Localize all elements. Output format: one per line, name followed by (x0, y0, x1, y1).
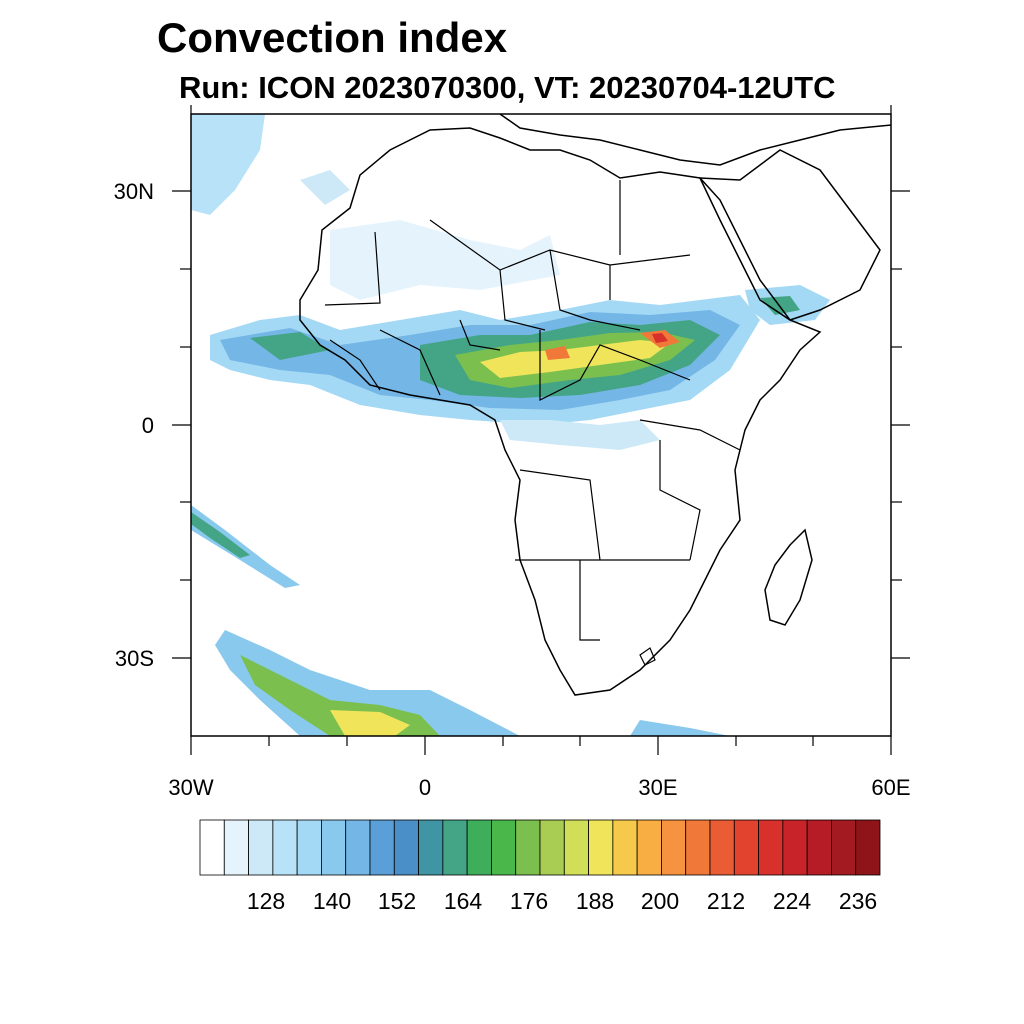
convection-area (330, 710, 410, 736)
colorbar-swatch (831, 819, 857, 876)
colorbar-swatch (709, 819, 735, 876)
colorbar-swatch (491, 819, 517, 876)
colorbar-swatch (369, 819, 395, 876)
colorbar-swatch (466, 819, 492, 876)
colorbar-swatch (345, 819, 371, 876)
chart-title: Convection index (157, 14, 508, 61)
convection-area (545, 330, 680, 360)
colorbar-label: 176 (509, 888, 549, 914)
colorbar-label: 164 (443, 888, 483, 914)
colorbar-swatch (806, 819, 832, 876)
colorbar (199, 819, 881, 876)
colorbar-swatch (782, 819, 808, 876)
colorbar-swatch (393, 819, 419, 876)
colorbar-swatch (199, 819, 225, 876)
colorbar-swatch (563, 819, 589, 876)
colorbar-label: 188 (575, 888, 615, 914)
convection-area (500, 420, 660, 450)
coastlines (299, 114, 891, 696)
colorbar-label: 128 (246, 888, 286, 914)
lat-label-0: 0 (141, 413, 154, 438)
colorbar-swatch (636, 819, 662, 876)
country-borders (324, 180, 741, 666)
colorbar-label: 200 (640, 888, 680, 914)
convection-area (630, 720, 730, 736)
colorbar-swatch (248, 819, 274, 876)
convection-area (330, 220, 560, 300)
colorbar-label: 224 (772, 888, 812, 914)
convection-area (191, 114, 265, 215)
lon-label-0: 0 (418, 775, 432, 800)
colorbar-swatch (442, 819, 468, 876)
lon-label-60e: 60E (871, 775, 911, 800)
lat-label-30s: 30S (114, 646, 154, 671)
colorbar-swatch (321, 819, 347, 876)
colorbar-swatch (296, 819, 322, 876)
chart-subtitle: Run: ICON 2023070300, VT: 20230704-12UTC (179, 70, 836, 105)
colorbar-swatch (855, 819, 881, 876)
mediterranean-coast (499, 114, 891, 166)
convection-area (191, 512, 250, 558)
colorbar-swatch (539, 819, 565, 876)
colorbar-label: 236 (838, 888, 878, 914)
convection-area (191, 505, 300, 588)
colorbar-label: 212 (706, 888, 746, 914)
lake (639, 647, 656, 666)
colorbar-swatch (661, 819, 687, 876)
colorbar-swatch (418, 819, 444, 876)
colorbar-swatch (758, 819, 784, 876)
axis-ticks (172, 105, 910, 755)
convection-area (300, 170, 350, 205)
colorbar-swatch (733, 819, 759, 876)
convection-field (191, 114, 830, 736)
colorbar-swatch (588, 819, 614, 876)
madagascar-coastline (764, 528, 813, 626)
africa-coastline (299, 127, 822, 696)
border (324, 180, 741, 641)
lon-label-30w: 30W (168, 775, 214, 800)
convection-area (480, 340, 670, 378)
colorbar-swatch (685, 819, 711, 876)
colorbar-label: 152 (377, 888, 417, 914)
colorbar-swatch (272, 819, 298, 876)
colorbar-swatch (223, 819, 249, 876)
convection-area (652, 333, 668, 343)
colorbar-label: 140 (312, 888, 352, 914)
colorbar-swatch (612, 819, 638, 876)
arabia-coastline (698, 149, 881, 321)
convection-area (240, 655, 440, 736)
lat-label-30n: 30N (113, 179, 154, 204)
colorbar-swatch (515, 819, 541, 876)
lon-label-30e: 30E (638, 775, 678, 800)
